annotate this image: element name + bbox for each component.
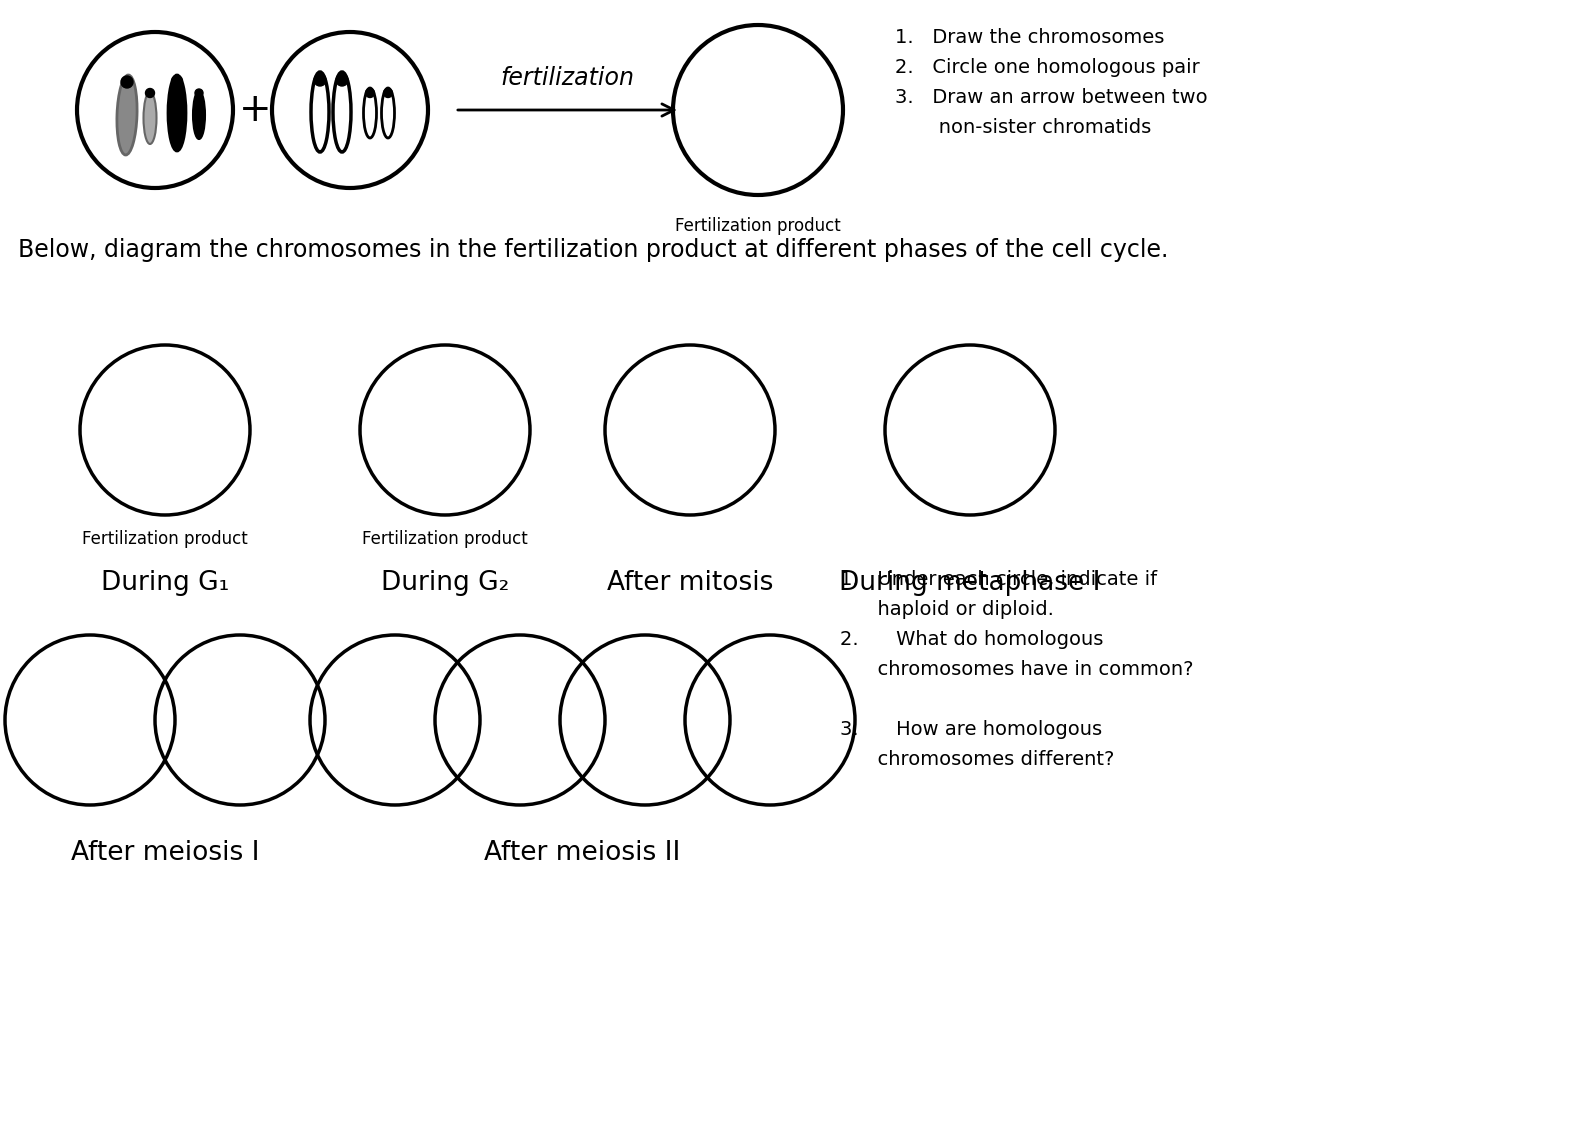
Ellipse shape	[144, 92, 156, 144]
Text: Fertilization product: Fertilization product	[675, 217, 841, 235]
Circle shape	[122, 76, 133, 88]
Text: +: +	[238, 92, 271, 129]
Circle shape	[196, 89, 204, 97]
Ellipse shape	[167, 76, 186, 151]
Ellipse shape	[311, 72, 328, 152]
Text: After meiosis II: After meiosis II	[484, 840, 680, 866]
Text: After mitosis: After mitosis	[608, 570, 773, 596]
Text: 3.   Draw an arrow between two: 3. Draw an arrow between two	[895, 88, 1207, 108]
Text: 2.      What do homologous: 2. What do homologous	[839, 630, 1103, 649]
Text: 1.   Draw the chromosomes: 1. Draw the chromosomes	[895, 27, 1165, 47]
Circle shape	[366, 88, 374, 97]
Text: During G₂: During G₂	[380, 570, 510, 596]
Text: Below, diagram the chromosomes in the fertilization product at different phases : Below, diagram the chromosomes in the fe…	[17, 238, 1168, 262]
Text: Fertilization product: Fertilization product	[361, 530, 529, 548]
Text: fertilization: fertilization	[500, 66, 634, 90]
Text: non-sister chromatids: non-sister chromatids	[895, 118, 1152, 137]
Text: chromosomes have in common?: chromosomes have in common?	[839, 660, 1193, 680]
Text: 1.   Under each circle, indicate if: 1. Under each circle, indicate if	[839, 570, 1157, 589]
Circle shape	[145, 88, 155, 97]
Circle shape	[383, 88, 393, 97]
Circle shape	[314, 74, 327, 86]
Text: After meiosis I: After meiosis I	[71, 840, 259, 866]
Ellipse shape	[363, 88, 377, 138]
Text: 2.   Circle one homologous pair: 2. Circle one homologous pair	[895, 58, 1199, 77]
Text: During metaphase I: During metaphase I	[839, 570, 1101, 596]
Ellipse shape	[382, 88, 394, 138]
Ellipse shape	[193, 92, 205, 140]
Text: 3.      How are homologous: 3. How are homologous	[839, 720, 1101, 739]
Ellipse shape	[117, 76, 137, 154]
Ellipse shape	[333, 72, 350, 152]
Text: chromosomes different?: chromosomes different?	[839, 750, 1114, 769]
Circle shape	[172, 76, 183, 87]
Text: During G₁: During G₁	[101, 570, 229, 596]
Circle shape	[336, 74, 349, 86]
Text: haploid or diploid.: haploid or diploid.	[839, 599, 1054, 619]
Text: Fertilization product: Fertilization product	[82, 530, 248, 548]
